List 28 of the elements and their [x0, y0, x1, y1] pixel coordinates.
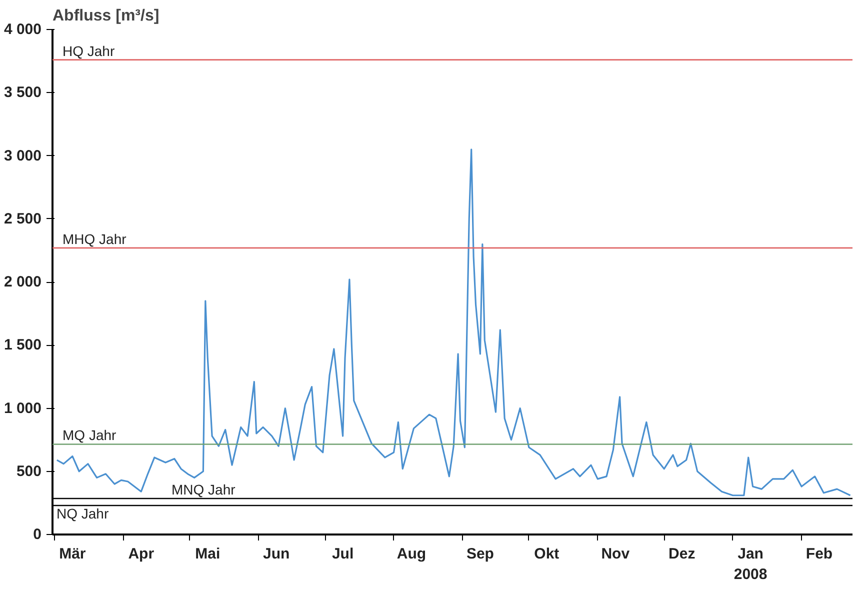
ref-line-label: MNQ Jahr — [172, 482, 236, 498]
x-tick-label: Okt — [534, 546, 560, 562]
y-tick-label: 3 000 — [4, 147, 42, 164]
x-tick-label: Apr — [128, 546, 154, 562]
x-tick-label: Mär — [59, 546, 86, 562]
y-tick-label: 500 — [16, 462, 42, 480]
line-series — [56, 148, 852, 496]
y-axis-title: Abfluss [m³/s] — [52, 8, 160, 24]
x-tick-label: Mai — [195, 546, 220, 562]
ref-line-label: MQ Jahr — [62, 427, 117, 444]
x-tick-label: Dez — [668, 546, 696, 562]
x-tick-label: Jul — [332, 546, 354, 562]
x-tick-label: Aug — [396, 546, 426, 562]
x-tick-label: Feb — [806, 546, 833, 562]
x-tick-label: Sep — [466, 546, 494, 562]
y-tick-label: 1 500 — [4, 336, 42, 354]
y-tick-label: 0 — [33, 526, 42, 543]
y-tick-label: 2 500 — [4, 210, 42, 228]
ref-line-label: MHQ Jahr — [62, 230, 127, 247]
x-tick-label: Jun — [262, 546, 290, 562]
x-tick-label: Jan 2008 — [734, 546, 768, 583]
y-tick-label: 1 000 — [4, 400, 42, 417]
x-tick-label: Nov — [601, 546, 630, 562]
ref-line-label: HQ Jahr — [62, 42, 115, 59]
y-tick-label: 3 500 — [4, 84, 42, 102]
y-tick-label: 2 000 — [4, 274, 42, 290]
ref-line-label: NQ Jahr — [56, 505, 109, 522]
y-tick-label: 4 000 — [4, 21, 42, 38]
